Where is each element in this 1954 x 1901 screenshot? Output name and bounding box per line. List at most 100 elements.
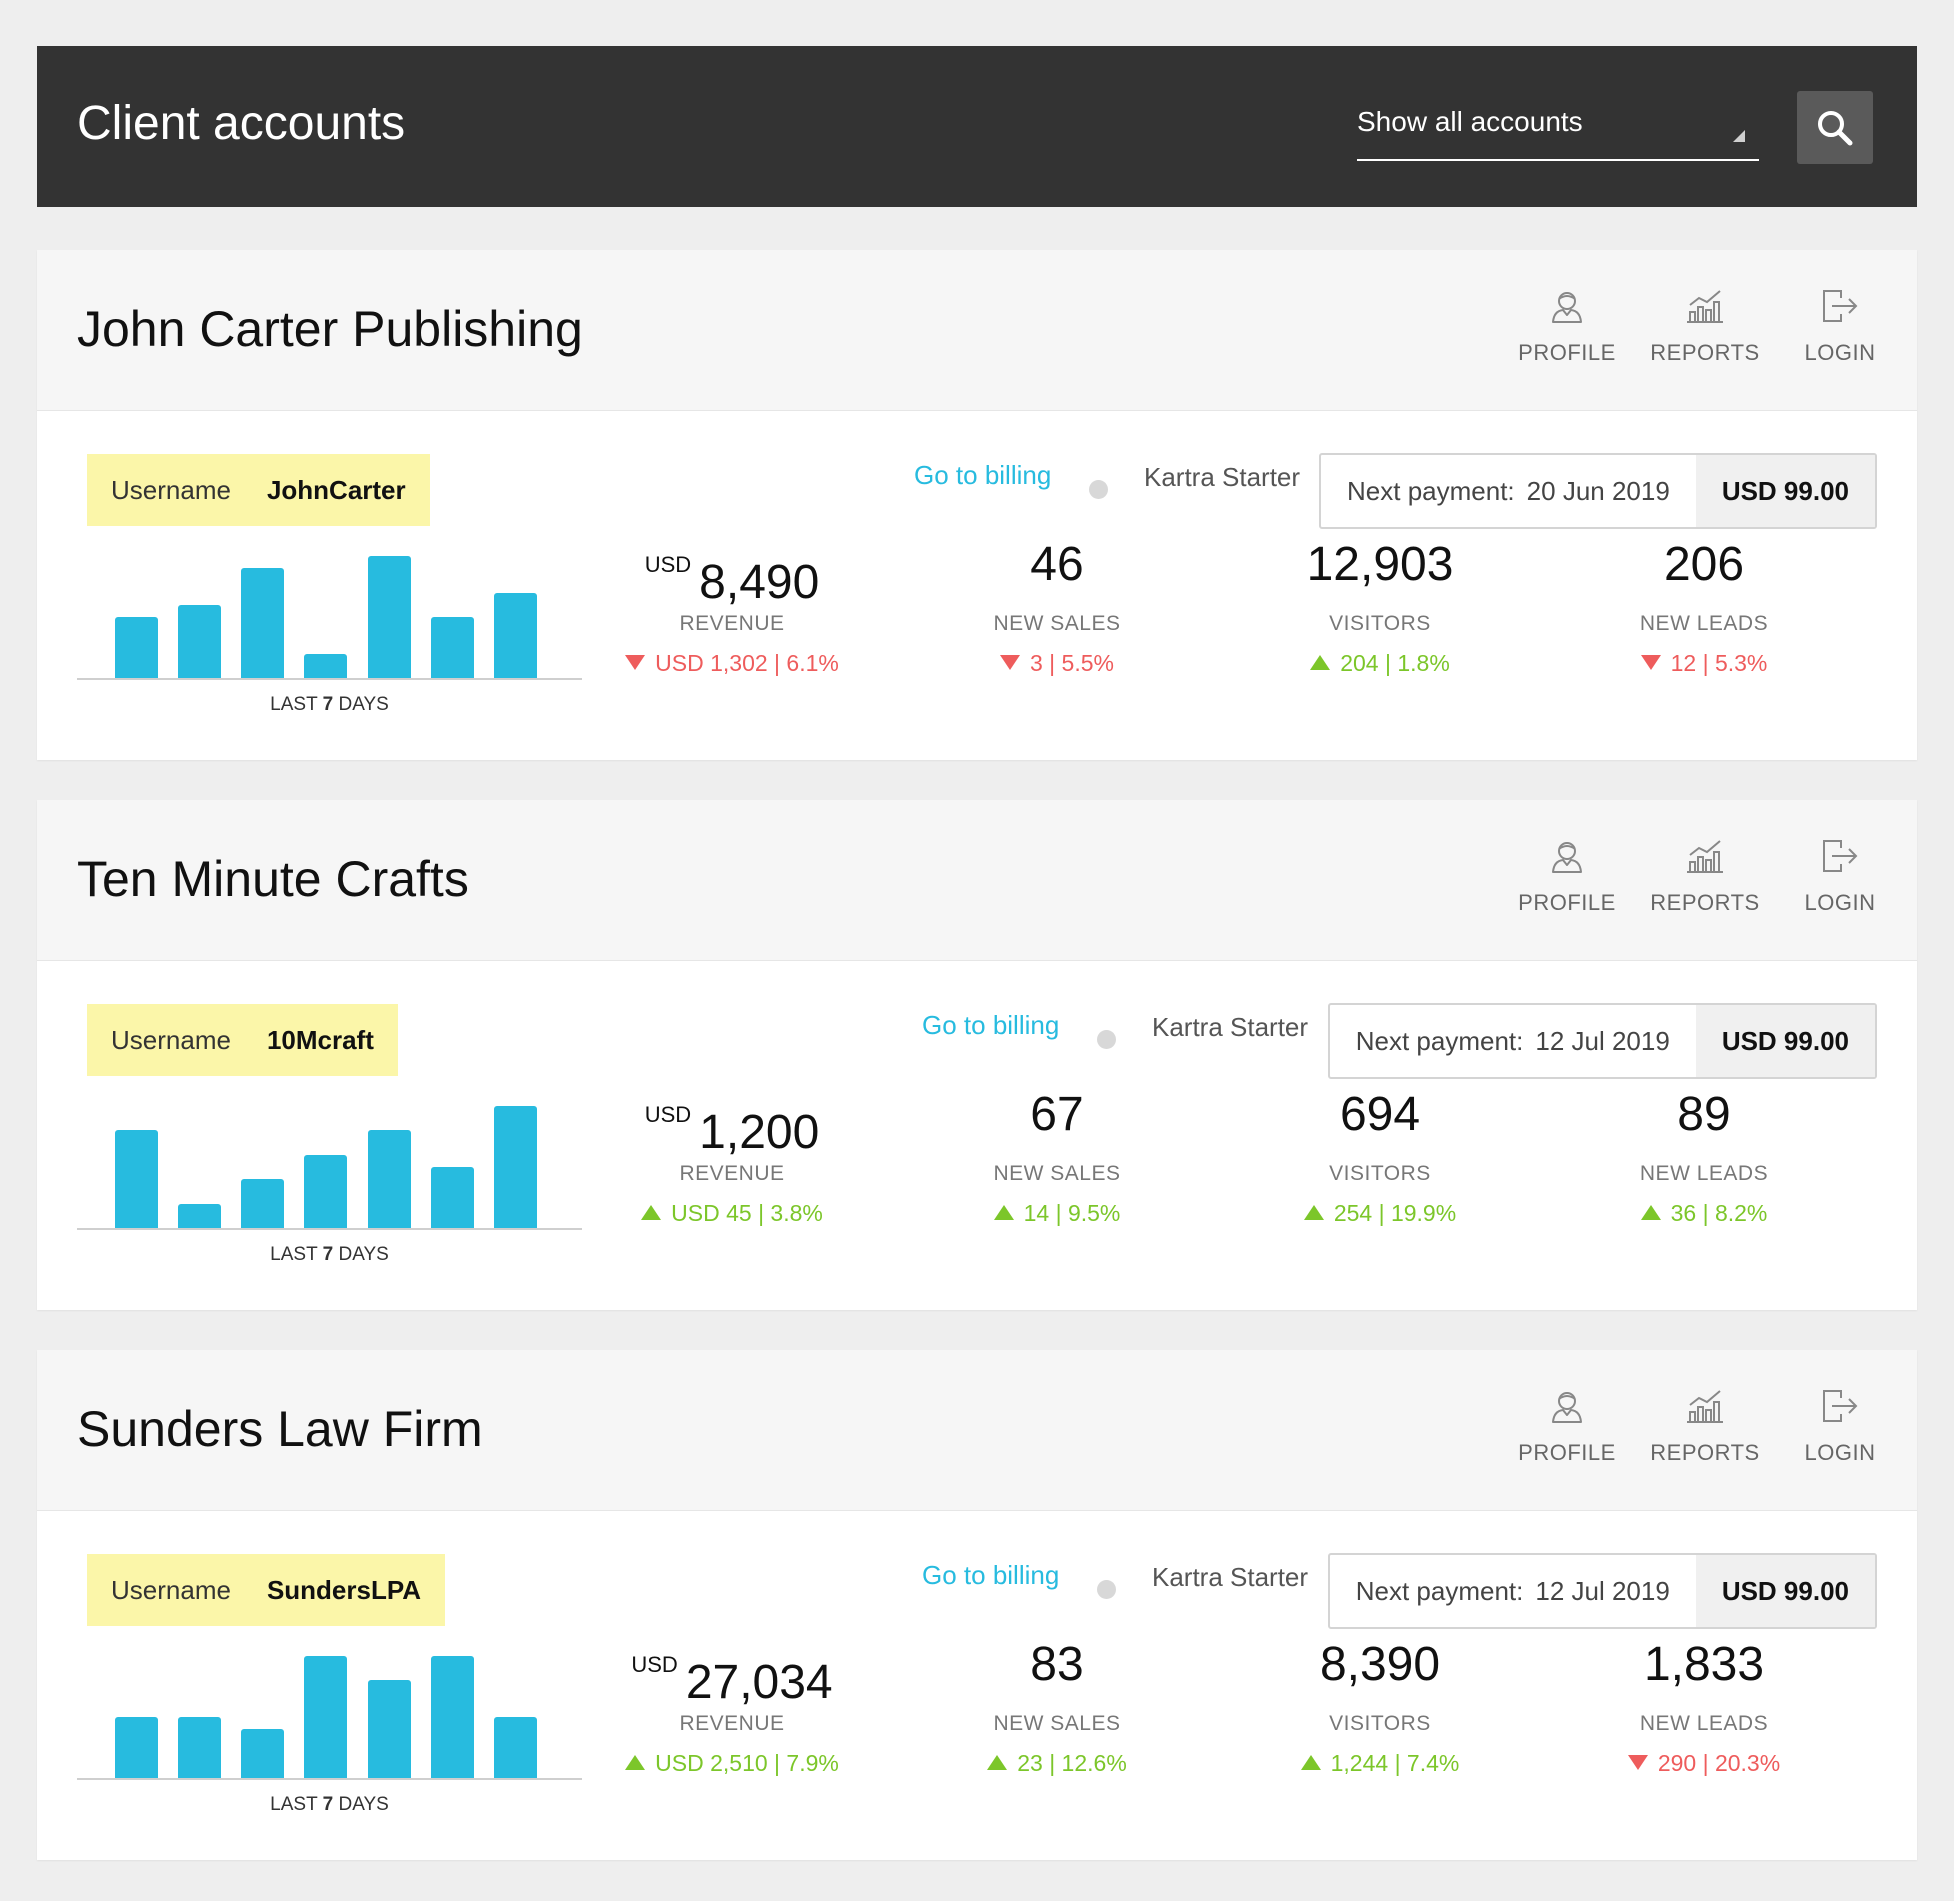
user-profile-icon bbox=[1552, 1392, 1582, 1423]
revenue-amount: 8,490 bbox=[699, 556, 820, 609]
new-sales-label: NEW SALES bbox=[993, 1162, 1121, 1185]
trend-arrow-icon bbox=[1640, 655, 1661, 670]
new-leads-change-text: 36 | 8.2% bbox=[1670, 1200, 1768, 1226]
visitors-label: VISITORS bbox=[1329, 612, 1431, 635]
account-name: Sunders Law Firm bbox=[77, 1401, 483, 1457]
reports-button[interactable]: REPORTS bbox=[1640, 838, 1770, 916]
search-button[interactable] bbox=[1797, 91, 1873, 164]
revenue-change-text: USD 45 | 3.8% bbox=[671, 1200, 823, 1226]
plan-status-dot bbox=[1089, 480, 1108, 499]
chart-caption: LAST 7 DAYS bbox=[77, 694, 582, 716]
profile-button[interactable]: PROFILE bbox=[1502, 1388, 1632, 1466]
plan-status-dot bbox=[1097, 1580, 1116, 1599]
new-sales-value: 83 bbox=[1030, 1638, 1084, 1691]
chart-bar bbox=[178, 605, 221, 678]
username-value: SundersLPA bbox=[266, 1574, 422, 1605]
next-payment-date: 12 Jul 2019 bbox=[1535, 1025, 1670, 1056]
new-leads-change: 290 | 20.3% bbox=[1584, 1750, 1824, 1777]
account-name: Ten Minute Crafts bbox=[77, 851, 469, 907]
new-sales-value: 46 bbox=[1030, 538, 1084, 591]
user-profile-icon bbox=[1552, 842, 1582, 873]
login-button[interactable]: LOGIN bbox=[1775, 838, 1905, 916]
login-button[interactable]: LOGIN bbox=[1775, 288, 1905, 366]
next-payment-label: Next payment: bbox=[1355, 1575, 1524, 1606]
chart-bar bbox=[431, 1167, 474, 1228]
username-label: Username bbox=[111, 1024, 231, 1055]
new-sales-metric: 46 NEW SALES 3 | 5.5% bbox=[937, 530, 1177, 677]
username-value: JohnCarter bbox=[266, 474, 406, 505]
next-payment-info: Next payment: 12 Jul 2019 bbox=[1330, 1555, 1696, 1627]
reports-button[interactable]: REPORTS bbox=[1640, 288, 1770, 366]
account-card: John Carter Publishing PROFILE bbox=[37, 250, 1917, 760]
chart-bars bbox=[77, 1100, 582, 1230]
last-7-days-chart: LAST 7 DAYS bbox=[77, 1650, 582, 1815]
login-label: LOGIN bbox=[1804, 1440, 1876, 1465]
revenue-change-text: USD 2,510 | 7.9% bbox=[655, 1750, 839, 1776]
visitors-change: 254 | 19.9% bbox=[1260, 1200, 1500, 1227]
trend-arrow-icon bbox=[1303, 1205, 1324, 1220]
next-payment-info: Next payment: 20 Jun 2019 bbox=[1321, 455, 1696, 527]
login-arrow-icon bbox=[1823, 840, 1858, 872]
chart-caption-pre: LAST bbox=[270, 1794, 318, 1815]
plan-name: Kartra Starter bbox=[1152, 1012, 1309, 1042]
chart-caption-post: DAYS bbox=[338, 1244, 389, 1265]
account-card-header: Ten Minute Crafts PROFILE bbox=[37, 800, 1917, 961]
chart-bar bbox=[368, 1680, 411, 1778]
revenue-metric: USD 8,490 REVENUE USD 1,302 | 6.1% bbox=[612, 530, 852, 677]
new-leads-change-text: 12 | 5.3% bbox=[1670, 650, 1768, 676]
visitors-change-text: 254 | 19.9% bbox=[1333, 1200, 1457, 1226]
revenue-label: REVENUE bbox=[679, 1712, 785, 1735]
chart-caption-post: DAYS bbox=[338, 694, 389, 715]
reports-button[interactable]: REPORTS bbox=[1640, 1388, 1770, 1466]
visitors-metric: 694 VISITORS 254 | 19.9% bbox=[1260, 1080, 1500, 1227]
login-label: LOGIN bbox=[1804, 340, 1876, 365]
visitors-value: 694 bbox=[1339, 1088, 1421, 1141]
username-label: Username bbox=[111, 1574, 231, 1605]
next-payment-amount: USD 99.00 bbox=[1695, 455, 1875, 527]
new-leads-metric: 89 NEW LEADS 36 | 8.2% bbox=[1584, 1080, 1824, 1227]
go-to-billing-link[interactable]: Go to billing bbox=[922, 1010, 1060, 1040]
profile-label: PROFILE bbox=[1518, 340, 1616, 365]
revenue-currency: USD bbox=[644, 552, 692, 577]
next-payment-label: Next payment: bbox=[1347, 475, 1515, 506]
username-badge: Username 10Mcraft bbox=[87, 1004, 398, 1076]
chart-bar bbox=[304, 1656, 347, 1778]
go-to-billing-link[interactable]: Go to billing bbox=[914, 460, 1052, 490]
new-sales-change: 14 | 9.5% bbox=[937, 1200, 1177, 1227]
reports-chart-icon bbox=[1687, 290, 1723, 323]
next-payment-info: Next payment: 12 Jul 2019 bbox=[1330, 1005, 1696, 1077]
new-leads-change-text: 290 | 20.3% bbox=[1657, 1750, 1781, 1776]
chart-bar bbox=[494, 1106, 537, 1228]
chart-bar bbox=[241, 1729, 284, 1778]
revenue-change-text: USD 1,302 | 6.1% bbox=[655, 650, 839, 676]
chart-bar bbox=[304, 654, 347, 678]
login-arrow-icon bbox=[1823, 1390, 1858, 1422]
chart-caption-pre: LAST bbox=[270, 694, 318, 715]
visitors-change-text: 1,244 | 7.4% bbox=[1330, 1750, 1460, 1776]
go-to-billing-link[interactable]: Go to billing bbox=[922, 1560, 1060, 1590]
revenue-currency: USD bbox=[644, 1102, 692, 1127]
login-button[interactable]: LOGIN bbox=[1775, 1388, 1905, 1466]
chart-bar bbox=[241, 1179, 284, 1228]
reports-label: REPORTS bbox=[1650, 1440, 1760, 1465]
new-sales-change-text: 3 | 5.5% bbox=[1030, 650, 1114, 676]
visitors-metric: 12,903 VISITORS 204 | 1.8% bbox=[1260, 530, 1500, 677]
page-header: Client accounts Show all accounts bbox=[37, 46, 1917, 207]
trend-arrow-icon bbox=[625, 1755, 646, 1770]
profile-button[interactable]: PROFILE bbox=[1502, 838, 1632, 916]
account-card: Sunders Law Firm PROFILE bbox=[37, 1350, 1917, 1860]
profile-label: PROFILE bbox=[1518, 890, 1616, 915]
revenue-change: USD 2,510 | 7.9% bbox=[612, 1750, 852, 1777]
new-sales-change: 3 | 5.5% bbox=[937, 650, 1177, 677]
visitors-change: 204 | 1.8% bbox=[1260, 650, 1500, 677]
next-payment-date: 20 Jun 2019 bbox=[1526, 475, 1670, 506]
visitors-label: VISITORS bbox=[1329, 1712, 1431, 1735]
profile-label: PROFILE bbox=[1518, 1440, 1616, 1465]
chart-bar bbox=[304, 1155, 347, 1228]
chart-bar bbox=[368, 556, 411, 678]
account-filter-select[interactable]: Show all accounts bbox=[1357, 106, 1759, 161]
username-label: Username bbox=[111, 474, 231, 505]
profile-button[interactable]: PROFILE bbox=[1502, 288, 1632, 366]
new-leads-value: 89 bbox=[1677, 1088, 1731, 1141]
trend-arrow-icon bbox=[625, 655, 646, 670]
